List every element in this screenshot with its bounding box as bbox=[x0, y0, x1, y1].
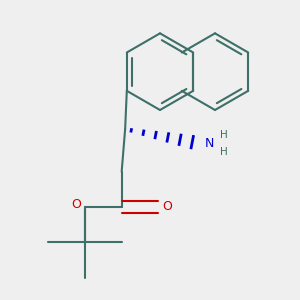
Text: O: O bbox=[71, 199, 81, 212]
Text: N: N bbox=[205, 137, 214, 150]
Text: H: H bbox=[220, 130, 228, 140]
Text: O: O bbox=[162, 200, 172, 213]
Text: H: H bbox=[220, 147, 228, 157]
